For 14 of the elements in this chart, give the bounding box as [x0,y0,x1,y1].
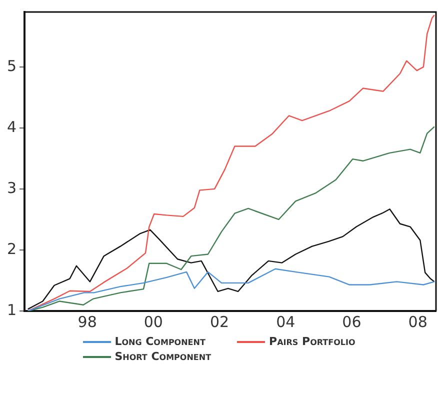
y-tick-label: 5 [6,56,17,75]
legend-label: Short Component [114,350,212,363]
y-tick-label: 2 [6,240,17,258]
x-tick-label: 08 [408,312,428,331]
x-tick-label: 98 [78,312,97,331]
x-tick-label: 04 [276,312,296,331]
x-tick-label: 02 [210,312,230,331]
y-tick-label: 1 [6,300,17,319]
x-tick-label: 00 [144,312,163,331]
y-tick-label: 4 [6,118,17,136]
legend-label: Pairs Portfolio [269,335,356,348]
y-tick-label: 3 [6,178,17,197]
legend-label: Long Component [114,335,206,348]
x-tick-label: 06 [342,312,362,331]
